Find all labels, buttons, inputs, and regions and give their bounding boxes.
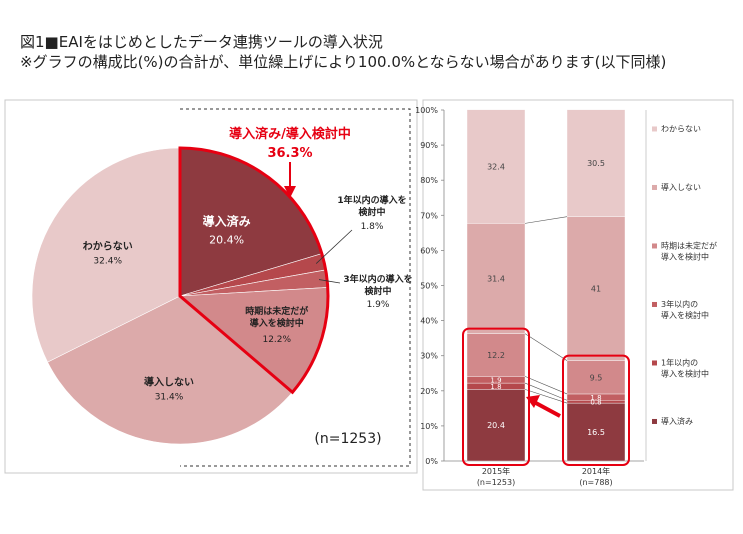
legend-label-2-line-0: 3年以内の <box>661 299 698 309</box>
legend-swatch-0 <box>652 418 657 424</box>
pie-highlight-outline <box>178 146 330 395</box>
pie-leader-1 <box>315 229 353 264</box>
bar-panel-frame <box>422 99 734 491</box>
legend-label-1-line-0: 1年以内の <box>661 357 698 367</box>
legend-label-0: 導入済み <box>661 416 693 426</box>
y-tick-label-8: 80% <box>420 176 438 185</box>
legend-label-3-line-1: 導入を検討中 <box>661 251 709 261</box>
x-category-label-1-line-1: (n=788) <box>579 478 612 487</box>
bar-segment-1-4 <box>566 216 626 361</box>
y-tick-label-5: 50% <box>420 282 438 291</box>
bar-connector-0 <box>524 389 568 404</box>
pie-label-5-value: 32.4% <box>93 256 122 266</box>
bar-value-label-1-4: 41 <box>591 285 601 294</box>
bar-value-label-0-1: 1.8 <box>490 383 501 391</box>
y-tick-label-4: 40% <box>420 317 438 326</box>
pie-label-3-name-line-0: 時期は未定だが <box>245 305 309 317</box>
pie-label-0-value: 20.4% <box>209 233 244 246</box>
pie-chart: 導入済み20.4%1年以内の導入を検討中1.8%3年以内の導入を検討中1.9%時… <box>31 126 413 447</box>
legend-swatch-3 <box>652 243 657 249</box>
bar-segment-0-3 <box>466 333 526 377</box>
y-tick-label-1: 10% <box>420 422 438 431</box>
legend-label-5: わからない <box>661 124 701 133</box>
y-tick-label-2: 20% <box>420 387 438 396</box>
pie-label-5-name: わからない <box>83 240 133 252</box>
pie-highlight-value: 36.3% <box>267 146 312 161</box>
bar-value-label-0-2: 1.9 <box>490 377 501 385</box>
bar-value-label-0-0: 20.4 <box>487 421 505 430</box>
legend-swatch-4 <box>652 184 657 190</box>
bar-value-label-1-5: 30.5 <box>587 159 605 168</box>
pie-label-2-value: 1.9% <box>367 300 390 310</box>
pie-bracket-dashed <box>180 108 411 467</box>
pie-slice-4 <box>47 295 293 445</box>
pie-label-2-name-line-1: 検討中 <box>364 285 391 297</box>
pie-label-0-name: 導入済み <box>203 213 251 228</box>
pie-label-1-name-line-1: 検討中 <box>358 206 385 218</box>
pie-label-4-value: 31.4% <box>155 392 184 402</box>
bar-value-label-1-1: 0.8 <box>590 399 601 407</box>
pie-slice-5 <box>31 147 181 363</box>
pie-highlight-arrow-head <box>284 186 296 198</box>
legend-swatch-2 <box>652 301 657 307</box>
bar-value-label-1-0: 16.5 <box>587 428 605 437</box>
bar-connector-1 <box>524 382 568 401</box>
legend-label-3-line-0: 時期は未定だが <box>661 240 717 250</box>
stacked-bar-chart: 0% 10% 20% 30% 40% 50% 60% 70% 80% 90% 100% 20.4 1.8… <box>415 106 717 487</box>
bar-segment-1-3 <box>566 360 626 395</box>
pie-panel-frame <box>4 99 418 474</box>
y-tick-label-9: 90% <box>420 141 438 150</box>
bar-value-label-0-3: 12.2 <box>487 351 505 360</box>
pie-sample-size: (n=1253) <box>314 431 381 447</box>
bar-segment-0-5 <box>466 109 526 224</box>
pie-label-1-name-line-0: 1年以内の導入を <box>337 194 406 206</box>
x-category-label-1-line-0: 2014年 <box>582 466 610 476</box>
y-tick-label-10: 100% <box>415 106 438 115</box>
pie-label-2-name-line-0: 3年以内の導入を <box>343 273 412 285</box>
figure-title: 図1■EAIをはじめとしたデータ連携ツールの導入状況 <box>20 33 383 51</box>
bar-value-label-0-5: 32.4 <box>487 163 505 172</box>
bar-segment-1-5 <box>566 109 626 217</box>
x-category-label-0-line-0: 2015年 <box>482 466 510 476</box>
legend-label-4: 導入しない <box>661 182 701 192</box>
bar-highlight-arrow-shaft <box>533 400 561 418</box>
pie-label-4-name: 導入しない <box>144 375 194 388</box>
x-category-label-0-line-1: (n=1253) <box>477 478 515 487</box>
pie-leader-2 <box>318 279 341 284</box>
legend-swatch-1 <box>652 360 657 366</box>
pie-highlight-label: 導入済み/導入検討中 <box>229 126 351 142</box>
bar-highlight-box-1 <box>562 354 630 467</box>
legend-swatch-5 <box>652 126 657 132</box>
legend-label-2-line-1: 導入を検討中 <box>661 310 709 320</box>
legend-label-1-line-1: 導入を検討中 <box>661 368 709 378</box>
pie-label-3-name-line-1: 導入を検討中 <box>250 317 304 329</box>
bar-highlight-arrow-head <box>526 395 540 408</box>
bar-segment-1-0 <box>566 402 626 462</box>
pie-label-1-value: 1.8% <box>361 222 384 232</box>
bar-connector-3 <box>524 333 568 361</box>
bar-value-label-1-3: 9.5 <box>590 373 603 382</box>
y-tick-label-6: 60% <box>420 246 438 255</box>
pie-label-3-value: 12.2% <box>262 335 291 345</box>
bar-segment-0-4 <box>466 223 526 334</box>
bar-segment-0-0 <box>466 389 526 462</box>
bar-connector-2 <box>524 376 568 395</box>
bar-value-label-1-2: 1.8 <box>590 394 601 402</box>
bar-connector-4 <box>524 216 568 224</box>
y-tick-label-0: 0% <box>425 457 438 466</box>
bar-value-label-0-4: 31.4 <box>487 274 505 283</box>
figure-note: ※グラフの構成比(%)の合計が、単位繰上げにより100.0%とならない場合があり… <box>20 53 667 71</box>
y-tick-label-7: 70% <box>420 211 438 220</box>
y-tick-label-3: 30% <box>420 352 438 361</box>
